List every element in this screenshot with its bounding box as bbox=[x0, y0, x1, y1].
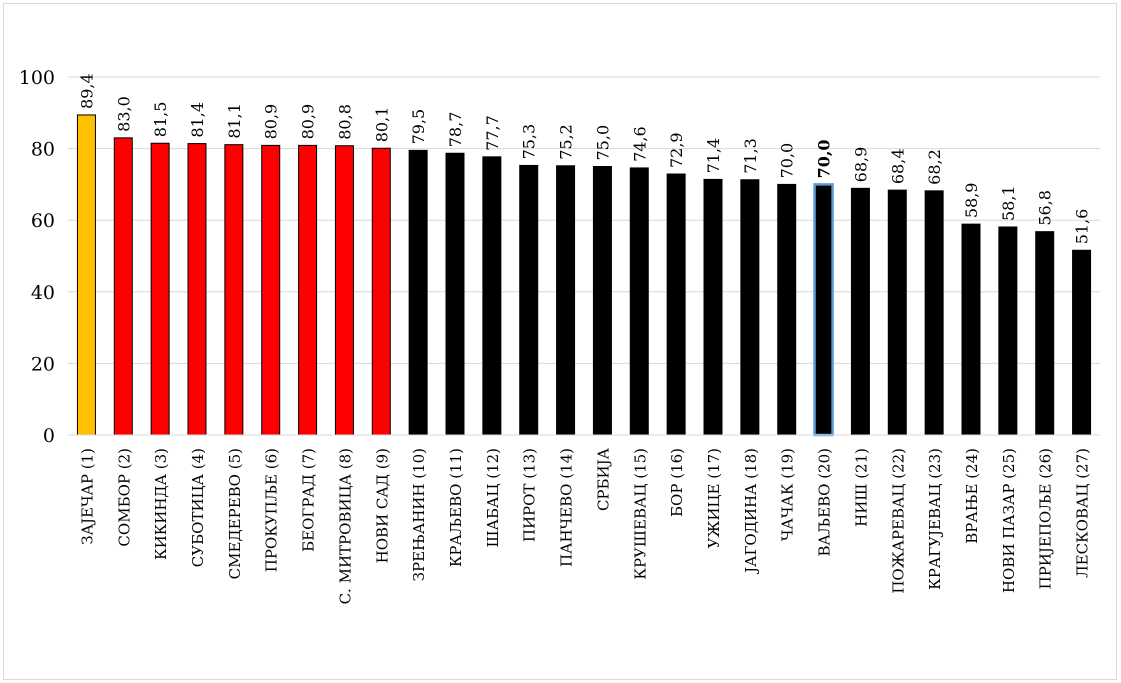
data-label: 58,1 bbox=[999, 185, 1018, 221]
data-label: 71,3 bbox=[741, 138, 760, 174]
category-label: ВАЉЕВО (20) bbox=[816, 448, 834, 556]
bar bbox=[1035, 231, 1055, 436]
category-label: КРУШЕВАЦ (15) bbox=[631, 448, 649, 580]
category-label: НОВИ САД (9) bbox=[373, 448, 391, 563]
bar bbox=[150, 142, 170, 436]
bar bbox=[924, 190, 944, 436]
data-label: 68,9 bbox=[851, 147, 870, 183]
bar bbox=[777, 183, 797, 436]
bar bbox=[261, 144, 281, 436]
y-tick-label: 20 bbox=[31, 353, 55, 375]
category-label: СОМБОР (2) bbox=[115, 448, 133, 547]
bar bbox=[703, 178, 723, 436]
category-label: ПРОКУПЉЕ (6) bbox=[263, 448, 281, 572]
bar bbox=[187, 143, 207, 436]
data-label: 74,6 bbox=[630, 126, 649, 162]
bar bbox=[740, 179, 760, 436]
gridlines bbox=[68, 76, 1100, 364]
category-label: ЗАЈЕЧАР (1) bbox=[78, 448, 96, 545]
data-label: 81,5 bbox=[151, 102, 170, 138]
data-label: 68,4 bbox=[888, 149, 907, 185]
y-tick-label: 100 bbox=[19, 67, 55, 89]
category-label: БЕОГРАД (7) bbox=[300, 448, 318, 552]
bar bbox=[592, 166, 612, 436]
category-label: ЈАГОДИНА (18) bbox=[742, 448, 760, 575]
bar bbox=[482, 156, 502, 436]
category-label: СУБОТИЦА (4) bbox=[189, 448, 207, 567]
data-label: 75,3 bbox=[520, 124, 539, 160]
data-label: 80,8 bbox=[335, 104, 354, 140]
category-label: УЖИЦЕ (17) bbox=[705, 448, 723, 548]
bars bbox=[76, 114, 1092, 437]
data-label: 80,9 bbox=[262, 104, 281, 140]
data-labels: 89,4 83,0 81,5 81,4 81,1 80,9 80,9 80,8 80,1 79,5… bbox=[77, 73, 1091, 244]
bar bbox=[1072, 249, 1092, 436]
data-label: 78,7 bbox=[446, 112, 465, 148]
data-label: 68,2 bbox=[925, 149, 944, 185]
bar bbox=[629, 167, 649, 436]
data-label: 75,0 bbox=[593, 125, 612, 161]
data-label: 70,0 bbox=[815, 139, 834, 178]
bar bbox=[666, 173, 686, 436]
bar bbox=[113, 137, 133, 436]
category-label: ЛЕСКОВАЦ (27) bbox=[1074, 448, 1092, 578]
bar bbox=[445, 152, 465, 436]
data-label: 71,4 bbox=[704, 138, 723, 174]
category-labels: ЗАЈЕЧАР (1) СОМБОР (2) КИКИНДА (3) СУБОТИЦА… bbox=[78, 447, 1091, 604]
category-label: НИШ (21) bbox=[852, 448, 870, 527]
category-label: КРАЉЕВО (11) bbox=[447, 448, 465, 567]
data-label: 79,5 bbox=[409, 109, 428, 145]
bar bbox=[850, 187, 870, 436]
bar bbox=[371, 147, 391, 436]
category-label: СМЕДЕРЕВО (5) bbox=[226, 448, 244, 579]
category-label: КРАГУЈЕВАЦ (23) bbox=[926, 448, 944, 590]
y-axis-tick-labels: 0 20 40 60 80 100 bbox=[19, 67, 55, 447]
bar bbox=[298, 144, 318, 436]
category-label: ШАБАЦ (12) bbox=[484, 448, 502, 547]
category-label: КИКИНДА (3) bbox=[152, 448, 170, 560]
data-label: 58,9 bbox=[962, 183, 981, 219]
category-label: С. МИТРОВИЦА (8) bbox=[336, 448, 354, 604]
category-label: СРБИЈА bbox=[594, 447, 612, 511]
y-tick-label: 40 bbox=[31, 282, 55, 304]
data-label: 70,0 bbox=[778, 143, 797, 179]
category-label: ВРАЊЕ (24) bbox=[963, 448, 981, 544]
data-label: 56,8 bbox=[1036, 190, 1055, 226]
data-label: 81,4 bbox=[188, 102, 207, 138]
category-label: ПРИЈЕПОЉЕ (26) bbox=[1037, 448, 1055, 589]
bar bbox=[76, 114, 96, 436]
bar bbox=[813, 183, 834, 437]
data-label: 89,4 bbox=[77, 73, 96, 109]
bar bbox=[334, 145, 354, 436]
y-tick-label: 0 bbox=[43, 425, 55, 447]
bar bbox=[519, 164, 539, 436]
category-label: ЗРЕЊАНИН (10) bbox=[410, 448, 428, 581]
bar bbox=[998, 226, 1018, 436]
data-label: 77,7 bbox=[483, 115, 502, 151]
bar bbox=[887, 189, 907, 436]
category-label: БОР (16) bbox=[668, 448, 686, 517]
data-label: 75,2 bbox=[557, 124, 576, 160]
data-label: 81,1 bbox=[225, 103, 244, 139]
category-label: ЧАЧАК (19) bbox=[779, 448, 797, 541]
category-label: НОВИ ПАЗАР (25) bbox=[1000, 448, 1018, 593]
data-label: 80,1 bbox=[372, 107, 391, 143]
bar bbox=[224, 144, 244, 436]
category-label: ПИРОТ (13) bbox=[521, 448, 539, 542]
bar bbox=[408, 149, 428, 436]
category-label: ПОЖАРЕВАЦ (22) bbox=[889, 448, 907, 594]
bar bbox=[961, 223, 981, 436]
category-label: ПАНЧЕВО (14) bbox=[558, 448, 576, 567]
data-label: 80,9 bbox=[299, 104, 318, 140]
data-label: 83,0 bbox=[114, 96, 133, 132]
y-tick-label: 60 bbox=[31, 210, 55, 232]
data-label: 51,6 bbox=[1073, 209, 1092, 245]
y-tick-label: 80 bbox=[31, 139, 55, 161]
bar bbox=[556, 165, 576, 436]
data-label: 72,9 bbox=[667, 132, 686, 168]
